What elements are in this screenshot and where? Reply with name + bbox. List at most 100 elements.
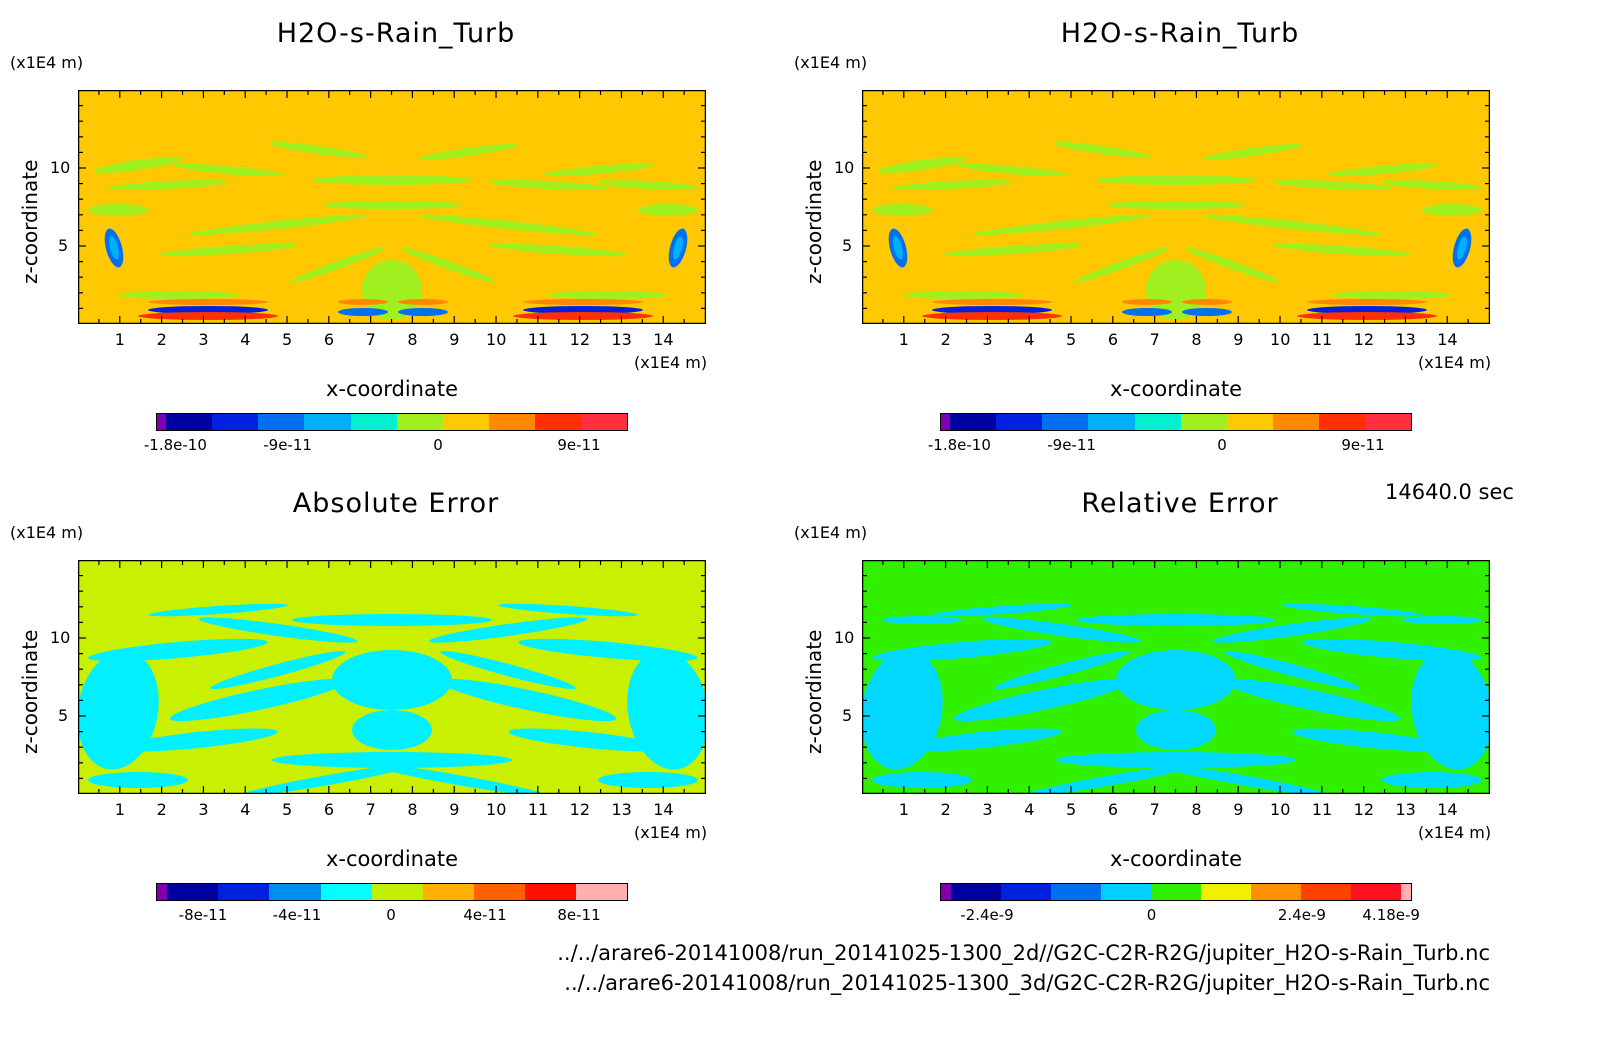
contour-region (498, 603, 638, 617)
contour-region (1302, 638, 1482, 662)
contour-region (1153, 763, 1331, 794)
x-axis-label: x-coordinate (1109, 847, 1242, 871)
colorbar-swatch (1001, 884, 1051, 900)
contour-region (439, 678, 617, 722)
colorbar-tick-label: 0 (1146, 906, 1157, 924)
colorbar (156, 413, 628, 431)
colorbar-swatch (941, 884, 951, 900)
y-unit-label: (x1E4 m) (794, 523, 868, 542)
contour-region (638, 204, 698, 216)
x-tick-label: 4 (240, 330, 251, 349)
contour-region (148, 299, 268, 305)
x-tick-label: 1 (898, 800, 909, 819)
contour-region (902, 291, 1022, 299)
colorbar-swatch (1088, 414, 1135, 430)
contour-region (138, 312, 278, 320)
contour-region (953, 678, 1131, 722)
colorbar-swatch (1272, 414, 1319, 430)
colorbar-swatch (320, 884, 372, 900)
colorbar (940, 883, 1412, 901)
x-tick-label: 11 (1311, 330, 1333, 349)
contour-region (488, 243, 628, 257)
x-tick-label: 14 (1437, 330, 1458, 349)
contour-region (290, 247, 386, 283)
contour-region (1182, 299, 1232, 305)
time-label: 14640.0 sec (1385, 480, 1514, 504)
contour-region (1122, 308, 1172, 316)
colorbar-swatch (371, 884, 423, 900)
colorbar-tick-label: 4e-11 (463, 906, 507, 924)
x-tick-label: 3 (982, 330, 993, 349)
contour-region (957, 163, 1067, 177)
colorbar-swatch (580, 414, 627, 430)
heatmap-plot (862, 560, 1490, 794)
colorbar-swatch (473, 884, 525, 900)
contour-region (872, 204, 932, 216)
x-tick-label: 6 (323, 330, 334, 349)
x-tick-label: 2 (156, 330, 167, 349)
contour-region (902, 728, 1062, 752)
x-tick-label: 5 (282, 330, 293, 349)
contour-region (332, 650, 452, 710)
heatmap-plot (78, 90, 706, 324)
x-axis-label: x-coordinate (325, 847, 458, 871)
x-tick-label: 12 (1353, 330, 1374, 349)
colorbar-swatch (218, 884, 270, 900)
contour-region (398, 308, 448, 316)
contour-region (1272, 179, 1392, 191)
x-tick-label: 11 (527, 330, 549, 349)
colorbar-tick-label: 8e-11 (557, 906, 601, 924)
contour-region (982, 617, 1142, 643)
contour-region (1212, 617, 1372, 643)
x-tick-label: 14 (653, 330, 674, 349)
contour-region (1297, 312, 1437, 320)
contour-region (118, 728, 278, 752)
contour-region (148, 306, 268, 314)
contour-region (942, 243, 1082, 257)
contour-region (118, 291, 238, 299)
heatmap-plot (862, 90, 1490, 324)
contour-region (1202, 214, 1382, 236)
y-axis-label: z-coordinate (18, 629, 42, 754)
y-tick-label: 10 (50, 158, 71, 177)
x-tick-label: 13 (1395, 330, 1416, 349)
contour-region (272, 752, 512, 768)
contour-region (210, 650, 346, 690)
x-tick-label: 4 (1024, 800, 1035, 819)
x-tick-label: 7 (365, 800, 376, 819)
colorbar-tick-label: -9e-11 (263, 436, 312, 454)
x-axis-label: x-coordinate (1109, 377, 1242, 401)
x-tick-label: 5 (282, 800, 293, 819)
contour-region (1023, 763, 1201, 794)
x-tick-label: 13 (1395, 800, 1416, 819)
colorbar-tick-label: -8e-11 (178, 906, 228, 924)
x-unit-label: (x1E4 m) (634, 823, 708, 842)
x-tick-label: 9 (449, 800, 460, 819)
colorbar-tick-label: 0 (433, 436, 443, 454)
contour-region (322, 201, 462, 209)
contour-region (1457, 236, 1467, 260)
x-tick-label: 1 (114, 330, 125, 349)
colorbar-swatch (996, 414, 1043, 430)
contour-region (932, 603, 1072, 617)
contour-region (198, 617, 358, 643)
x-tick-label: 10 (1270, 330, 1291, 349)
contour-region (523, 306, 643, 314)
colorbar-swatch (951, 884, 1001, 900)
contour-region (239, 763, 417, 794)
contour-region (972, 214, 1152, 236)
x-tick-label: 8 (407, 800, 418, 819)
x-tick-label: 2 (940, 800, 951, 819)
colorbar-swatch (1351, 884, 1401, 900)
colorbar-swatch (1180, 414, 1227, 430)
contour-region (158, 243, 298, 257)
contour-region (338, 299, 388, 305)
x-tick-label: 7 (1149, 330, 1160, 349)
contour-region (1052, 141, 1152, 159)
contour-region (338, 308, 388, 316)
contour-region (1422, 204, 1482, 216)
contour-region (877, 157, 967, 173)
x-tick-label: 9 (1233, 800, 1244, 819)
colorbar-swatch (524, 884, 576, 900)
